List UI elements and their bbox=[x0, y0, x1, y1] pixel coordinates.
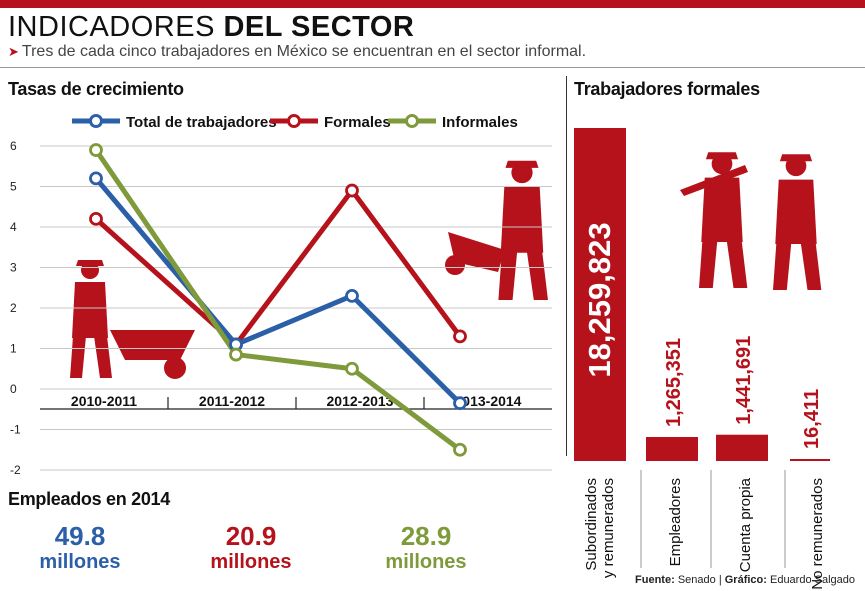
chart-grid: 6 5 4 3 2 1 0 -1 -2 2010-2011 2011-2012 2012-2013 20… bbox=[10, 139, 552, 477]
bar-category-label: No remunerados bbox=[809, 478, 826, 590]
y-tick-label: -1 bbox=[10, 423, 21, 437]
bar-category-label: Empleadores bbox=[667, 478, 684, 566]
series-point bbox=[345, 288, 359, 303]
worker-silhouette bbox=[699, 152, 748, 288]
y-tick-label: -2 bbox=[10, 463, 21, 477]
page-subtitle: ➤ Tres de cada cinco trabajadores en Méxi… bbox=[8, 43, 586, 61]
title-light: INDICADORES bbox=[8, 11, 215, 43]
series-point bbox=[229, 347, 243, 362]
series-point bbox=[89, 211, 103, 226]
series-point bbox=[345, 183, 359, 198]
series-point bbox=[345, 361, 359, 376]
x-tick-label: 2013-2014 bbox=[455, 393, 522, 409]
y-tick-label: 4 bbox=[10, 220, 17, 234]
pickaxe bbox=[680, 165, 748, 196]
bar-category-label: Cuenta propia bbox=[737, 477, 754, 572]
series-point bbox=[453, 442, 467, 457]
line-chart-title: Tasas de crecimiento bbox=[8, 79, 184, 99]
subtitle-text: Tres de cada cinco trabajadores en Méxic… bbox=[21, 43, 587, 60]
y-tick-label: 1 bbox=[10, 342, 17, 356]
wheelbarrow bbox=[110, 330, 195, 360]
chart-legend: Total de trabajadores Formales Informales bbox=[72, 114, 518, 131]
series-line bbox=[94, 188, 463, 347]
bar-category-label: y remunerados bbox=[600, 478, 617, 578]
bar-value-label: 18,259,823 bbox=[582, 222, 617, 377]
series-point bbox=[453, 329, 467, 344]
employed-informal-unit: millones bbox=[385, 551, 467, 573]
section-divider bbox=[566, 76, 567, 456]
bar bbox=[716, 434, 768, 461]
wheelbarrow-wheel bbox=[164, 357, 186, 379]
x-tick-label: 2010-2011 bbox=[71, 393, 137, 409]
x-tick-label: 2012-2013 bbox=[327, 393, 394, 409]
title-bold: DEL SECTOR bbox=[223, 11, 415, 43]
employed-title: Empleados en 2014 bbox=[8, 489, 170, 509]
legend-label: Formales bbox=[324, 114, 391, 131]
header-divider bbox=[0, 67, 865, 68]
worker-silhouette bbox=[773, 154, 822, 290]
worker-silhouettes bbox=[70, 152, 822, 379]
legend-marker bbox=[405, 114, 419, 128]
series-line bbox=[94, 176, 462, 405]
wheelbarrow-wheel bbox=[445, 255, 465, 275]
bar-value-label: 1,441,691 bbox=[733, 336, 755, 425]
legend-marker bbox=[287, 114, 301, 128]
top-accent-bar bbox=[0, 0, 865, 8]
bar-value-label: 16,411 bbox=[801, 389, 823, 449]
y-tick-label: 3 bbox=[10, 261, 17, 275]
legend-marker bbox=[89, 114, 103, 128]
employed-total-unit: millones bbox=[39, 551, 121, 573]
y-tick-label: 0 bbox=[10, 382, 17, 396]
employed-total-value: 49.8 bbox=[54, 521, 106, 551]
y-tick-label: 2 bbox=[10, 301, 17, 315]
bar-category-label: Subordinados bbox=[583, 478, 600, 571]
employed-formal-unit: millones bbox=[210, 551, 292, 573]
chart-series bbox=[89, 143, 467, 457]
bar bbox=[574, 128, 626, 461]
worker-silhouette bbox=[498, 160, 548, 300]
bar bbox=[646, 437, 698, 461]
x-tick-label: 2011-2012 bbox=[199, 393, 265, 409]
bar-value-label: 1,265,351 bbox=[663, 338, 685, 427]
y-tick-label: 6 bbox=[10, 139, 17, 153]
series-point bbox=[453, 396, 467, 411]
legend-label: Informales bbox=[442, 114, 518, 131]
page-title: INDICADORES DEL SECTOR bbox=[8, 11, 414, 44]
series-line bbox=[93, 148, 462, 452]
y-tick-label: 5 bbox=[10, 180, 17, 194]
series-point bbox=[89, 143, 103, 157]
series-point bbox=[89, 171, 103, 186]
bar-chart-title: Trabajadores formales bbox=[574, 79, 760, 99]
employed-formal-value: 20.9 bbox=[225, 521, 277, 551]
legend-label: Total de trabajadores bbox=[126, 114, 277, 131]
bar-chart: 18,259,823 1,265,351 1,441,691 16,411 Subord… bbox=[574, 128, 830, 590]
worker-silhouette bbox=[70, 260, 112, 378]
bar bbox=[790, 459, 830, 461]
source-credit: Fuente: Senado | Gráfico: Eduardo Salgad… bbox=[635, 574, 855, 586]
employed-informal-value: 28.9 bbox=[400, 521, 452, 551]
arrow-right-icon: ➤ bbox=[8, 44, 19, 59]
